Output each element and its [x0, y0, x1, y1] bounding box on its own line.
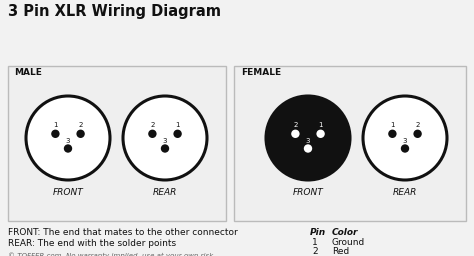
Text: Ground: Ground	[332, 238, 365, 247]
Text: 2: 2	[415, 122, 420, 129]
Circle shape	[173, 130, 182, 138]
Text: Red: Red	[332, 247, 349, 256]
Text: FRONT: FRONT	[292, 188, 323, 197]
Circle shape	[388, 130, 397, 138]
Circle shape	[304, 144, 312, 153]
Text: FRONT: FRONT	[53, 188, 83, 197]
Text: FRONT: The end that mates to the other connector: FRONT: The end that mates to the other c…	[8, 228, 238, 237]
Circle shape	[51, 130, 60, 138]
Text: FEMALE: FEMALE	[241, 68, 281, 77]
Circle shape	[413, 130, 422, 138]
Circle shape	[291, 130, 300, 138]
Circle shape	[148, 130, 156, 138]
Circle shape	[266, 96, 350, 180]
Text: 3: 3	[403, 137, 407, 144]
Bar	[234, 66, 466, 221]
Circle shape	[401, 144, 409, 153]
Text: 1: 1	[175, 122, 180, 129]
Text: © TOFFER.com  No warranty implied, use at your own risk.: © TOFFER.com No warranty implied, use at…	[8, 252, 215, 256]
Text: 2: 2	[312, 247, 318, 256]
Circle shape	[26, 96, 110, 180]
Text: 3: 3	[306, 137, 310, 144]
Circle shape	[363, 96, 447, 180]
Circle shape	[317, 130, 325, 138]
Circle shape	[76, 130, 85, 138]
Text: 1: 1	[319, 122, 323, 129]
Text: MALE: MALE	[14, 68, 42, 77]
Circle shape	[64, 144, 72, 153]
Text: 2: 2	[150, 122, 155, 129]
Text: REAR: REAR	[153, 188, 177, 197]
Text: Pin: Pin	[310, 228, 326, 237]
Text: 1: 1	[312, 238, 318, 247]
Circle shape	[123, 96, 207, 180]
Bar	[8, 66, 226, 221]
Text: 3: 3	[163, 137, 167, 144]
Text: 1: 1	[390, 122, 395, 129]
Text: Color: Color	[332, 228, 358, 237]
Text: REAR: REAR	[393, 188, 417, 197]
Text: 1: 1	[53, 122, 58, 129]
Text: 3 Pin XLR Wiring Diagram: 3 Pin XLR Wiring Diagram	[8, 4, 221, 19]
Text: 3: 3	[66, 137, 70, 144]
Text: 2: 2	[293, 122, 298, 129]
Text: REAR: The end with the solder points: REAR: The end with the solder points	[8, 239, 176, 248]
Circle shape	[161, 144, 169, 153]
Text: 2: 2	[78, 122, 83, 129]
